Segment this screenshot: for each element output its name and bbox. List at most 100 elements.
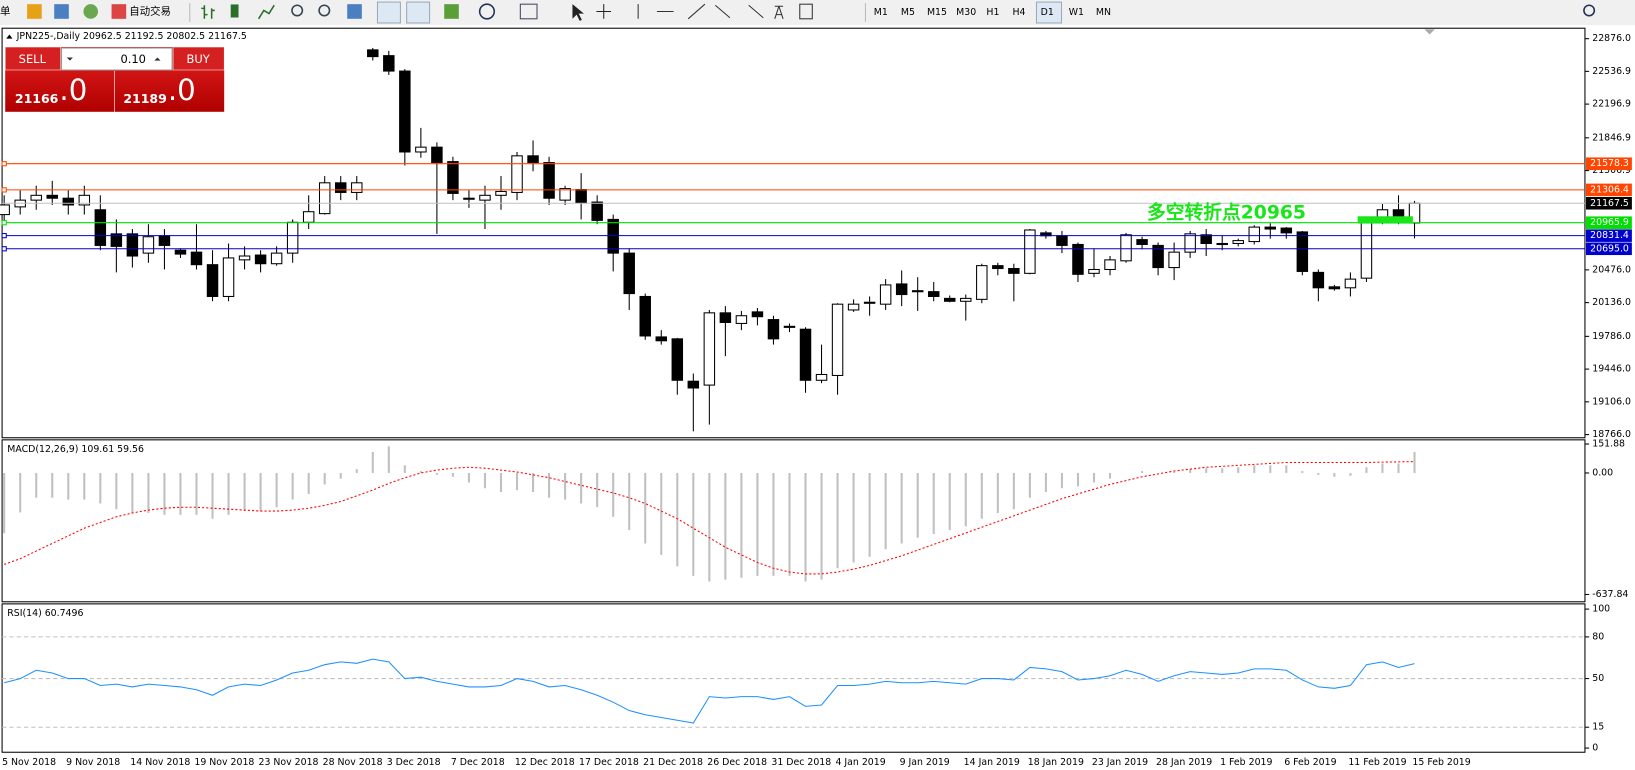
- candle-body: [78, 194, 91, 206]
- timeframe[interactable]: H1: [986, 7, 999, 18]
- timeframe[interactable]: H4: [1012, 7, 1025, 18]
- candle-body: [126, 233, 139, 257]
- candle-body: [607, 218, 619, 254]
- y-tick-label: 21506.9: [1592, 165, 1631, 176]
- y-tick-label: 20476.0: [1592, 264, 1631, 275]
- timeframe[interactable]: M30: [956, 7, 976, 18]
- icon[interactable]: [27, 4, 42, 19]
- level-label: 21578.3: [1590, 158, 1629, 169]
- y-tick-label: 22876.0: [1592, 33, 1631, 44]
- candle-btn[interactable]: [230, 4, 239, 18]
- candle-body: [190, 251, 203, 266]
- x-tick-label: 6 Feb 2019: [1284, 757, 1336, 768]
- candle-body: [158, 235, 171, 246]
- auto-trading[interactable]: 自动交易: [129, 4, 171, 17]
- candle-body: [1168, 251, 1180, 269]
- candle-body: [254, 254, 267, 265]
- template-btn[interactable]: [519, 3, 538, 20]
- y-tick-label: 151.88: [1592, 439, 1625, 450]
- timeframe[interactable]: D1: [1041, 7, 1054, 18]
- timeframe[interactable]: W1: [1069, 7, 1084, 18]
- zoom-in[interactable]: [291, 4, 304, 17]
- toolbar: 单 自动交易 M1 M5 M15 M30 H1 H4 D1 W1 MN: [0, 0, 1635, 26]
- y-tick-label: 21846.9: [1592, 132, 1631, 143]
- candle-body: [960, 297, 972, 302]
- search-btn[interactable]: [1583, 4, 1596, 17]
- y-tick-label: 0.00: [1592, 467, 1613, 478]
- candle-body: [863, 301, 876, 304]
- macd-panel: [1, 439, 1586, 603]
- shift-marker: [1424, 29, 1435, 35]
- candle-body: [46, 194, 58, 199]
- timeframe[interactable]: MN: [1096, 7, 1111, 18]
- draw-tools[interactable]: [637, 3, 764, 20]
- candle-body: [334, 182, 347, 193]
- text-btn[interactable]: [774, 5, 784, 19]
- candle-body: [623, 252, 635, 295]
- candle-body: [30, 194, 42, 201]
- candle-body: [783, 325, 796, 328]
- crosshair-btn[interactable]: [596, 4, 612, 19]
- indicators-btn[interactable]: [444, 4, 459, 19]
- x-tick-label: 23 Nov 2018: [259, 757, 319, 768]
- level-label: 20965.9: [1590, 217, 1629, 228]
- sell-button[interactable]: [4, 46, 61, 71]
- header-arrow: [6, 34, 13, 39]
- buy-label[interactable]: BUY: [186, 52, 210, 66]
- candle-body: [703, 312, 716, 386]
- buy-price[interactable]: 21189: [123, 91, 167, 106]
- sell-fraction[interactable]: .0: [59, 73, 87, 107]
- lots[interactable]: 0.10: [120, 52, 146, 66]
- candle-body: [879, 284, 892, 305]
- timeframe[interactable]: M15: [927, 7, 947, 18]
- candle-body: [1152, 244, 1164, 269]
- y-tick-label: 18766.0: [1592, 429, 1631, 440]
- candle-body: [1248, 226, 1260, 243]
- timeframe-selected: [1035, 1, 1063, 24]
- x-tick-label: 31 Dec 2018: [771, 757, 831, 768]
- y-tick-label: 22536.9: [1592, 66, 1631, 77]
- buy-fraction[interactable]: .0: [168, 73, 196, 107]
- rsi-line: [4, 658, 1415, 724]
- x-tick-label: 9 Nov 2018: [66, 757, 120, 768]
- level-label-bg: [1585, 183, 1632, 197]
- candle-body: [0, 204, 10, 216]
- candle-body: [1120, 234, 1132, 262]
- tile-btn[interactable]: [347, 4, 362, 19]
- candle-body: [463, 197, 475, 200]
- label-btn[interactable]: [799, 3, 813, 20]
- y-tick-label: 50: [1592, 673, 1604, 684]
- cursor-btn[interactable]: [572, 4, 584, 21]
- sell-price[interactable]: 21166: [15, 91, 59, 106]
- candle-body: [927, 291, 940, 297]
- buy-button[interactable]: [172, 46, 225, 71]
- lots-input[interactable]: [60, 47, 173, 71]
- candle-body: [302, 211, 315, 223]
- candle-body: [1232, 240, 1244, 245]
- scroll-btn[interactable]: [376, 1, 401, 24]
- candle-body: [222, 257, 235, 297]
- icon[interactable]: [83, 4, 99, 19]
- candle-body: [1104, 259, 1116, 271]
- x-tick-label: 19 Nov 2018: [194, 757, 254, 768]
- bid-label-bg: [1585, 196, 1632, 210]
- x-tick-label: 15 Feb 2019: [1412, 757, 1470, 768]
- level-marker: [1, 233, 7, 239]
- y-tick-label: -637.84: [1592, 589, 1628, 600]
- line-btn[interactable]: [257, 4, 275, 20]
- bar-chart-btn[interactable]: [201, 5, 215, 19]
- zoom-out[interactable]: [318, 4, 331, 17]
- candle-body: [1296, 231, 1309, 272]
- shift-btn[interactable]: [406, 1, 431, 24]
- sell-label[interactable]: SELL: [19, 52, 47, 66]
- icon[interactable]: [54, 4, 69, 19]
- y-tick-label: 19446.0: [1592, 364, 1631, 375]
- candle-body: [1136, 239, 1148, 245]
- auto-trading-icon[interactable]: [111, 4, 127, 19]
- timeframe[interactable]: M5: [901, 7, 915, 18]
- periods-btn[interactable]: [478, 3, 496, 20]
- timeframe[interactable]: M1: [874, 7, 888, 18]
- candle-body: [767, 319, 780, 340]
- candle-body: [911, 290, 924, 293]
